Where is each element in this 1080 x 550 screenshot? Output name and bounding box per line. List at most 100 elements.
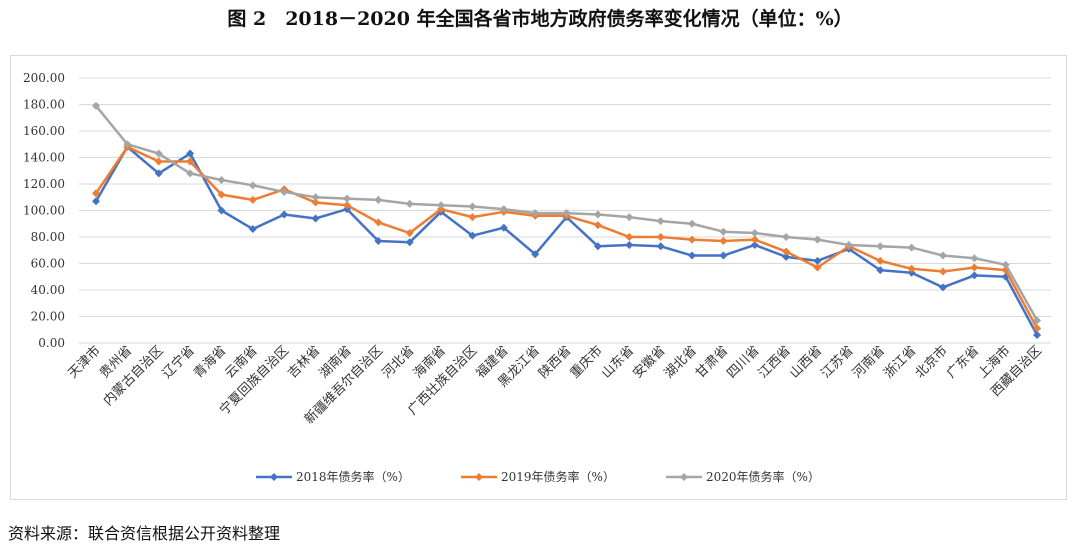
data-point [593, 210, 602, 219]
data-point [688, 235, 697, 244]
data-point [782, 247, 791, 256]
data-point [656, 242, 665, 251]
x-tick-label: 湖北省 [662, 343, 700, 381]
data-point [782, 252, 791, 261]
data-point [123, 140, 132, 149]
data-point [154, 157, 163, 166]
data-point [405, 229, 414, 238]
x-tick-label: 浙江省 [881, 343, 919, 381]
data-point [1033, 316, 1042, 325]
data-point [280, 187, 289, 196]
y-tick-label: 80.00 [31, 230, 65, 244]
legend-label: 2019年债务率（%） [501, 469, 615, 484]
data-point [844, 240, 853, 249]
data-point [656, 217, 665, 226]
y-tick-label: 120.00 [23, 177, 65, 191]
data-point [970, 271, 979, 280]
figure-title: 图 2 2018－2020 年全国各省市地方政府债务率变化情况（单位：%） [227, 8, 853, 30]
data-point [750, 235, 759, 244]
x-tick-label: 广东省 [944, 343, 982, 381]
data-point [813, 263, 822, 272]
data-point [186, 157, 195, 166]
data-point [719, 236, 728, 245]
data-point [656, 233, 665, 241]
data-point [782, 233, 791, 241]
data-point [280, 210, 289, 219]
legend-marker [270, 473, 278, 481]
x-tick-label: 北京市 [912, 343, 951, 382]
data-point [876, 256, 885, 265]
data-point [248, 195, 257, 204]
line-chart: 0.00 20.00 40.00 60.00 80.00 100.00 120.00 140.… [23, 71, 1051, 484]
x-tick-label: 天津市 [65, 343, 104, 382]
data-point [342, 201, 351, 210]
data-point [907, 243, 916, 252]
x-tick-label: 陕西省 [536, 343, 574, 381]
x-tick-label: 重庆市 [567, 343, 606, 382]
x-tick-label: 山东省 [599, 343, 637, 381]
data-point [625, 233, 634, 241]
series-line-2019年债务率（%） [94, 145, 1039, 330]
data-point [154, 149, 163, 158]
y-tick-label: 160.00 [23, 124, 65, 138]
data-point [938, 283, 947, 292]
data-point [625, 240, 634, 249]
y-tick-label: 200.00 [23, 71, 65, 85]
data-point [750, 240, 759, 249]
data-point [531, 250, 540, 259]
data-point [374, 195, 383, 204]
data-point [938, 251, 947, 260]
data-point [92, 101, 100, 110]
data-point [342, 194, 351, 203]
x-tick-label: 江西省 [756, 343, 794, 381]
data-point [217, 190, 226, 199]
data-point [562, 209, 571, 218]
chart-frame: 0.00 20.00 40.00 60.00 80.00 100.00 120.00 140.… [10, 55, 1067, 500]
data-point [813, 256, 822, 265]
data-point [217, 206, 226, 215]
x-tick-label: 安徽省 [630, 343, 668, 381]
x-tick-label: 河北省 [379, 343, 417, 381]
x-tick-label: 青海省 [191, 343, 229, 381]
data-point [813, 235, 822, 244]
data-point [938, 267, 947, 276]
y-tick-label: 140.00 [23, 151, 65, 165]
data-point [970, 254, 979, 263]
data-point [1001, 260, 1010, 269]
data-point [876, 266, 885, 275]
x-tick-label: 甘肃省 [693, 343, 731, 381]
data-point [688, 219, 697, 228]
data-point [593, 221, 602, 230]
legend-label: 2020年债务率（%） [706, 469, 820, 484]
data-point [531, 209, 540, 218]
data-point [92, 197, 100, 206]
y-tick-label: 40.00 [31, 283, 65, 297]
data-point [468, 231, 477, 240]
data-point [468, 202, 477, 211]
data-point [405, 199, 414, 208]
legend-label: 2018年债务率（%） [296, 469, 410, 484]
y-tick-label: 180.00 [23, 98, 65, 112]
data-point [374, 236, 383, 245]
y-tick-label: 0.00 [38, 336, 65, 350]
data-point [374, 218, 383, 227]
data-point [186, 169, 195, 178]
data-point [311, 193, 320, 202]
data-point [499, 223, 508, 232]
data-point [311, 198, 320, 207]
series-line-2018年债务率（%） [94, 145, 1039, 336]
data-point [719, 227, 728, 236]
data-point [688, 251, 697, 260]
y-tick-label: 20.00 [31, 310, 65, 324]
x-tick-label: 辽宁省 [159, 343, 198, 382]
x-tick-label: 江苏省 [818, 343, 857, 382]
data-point [248, 225, 257, 234]
data-point [154, 169, 163, 178]
data-point [719, 251, 728, 260]
data-point [405, 238, 414, 247]
data-point [625, 213, 634, 222]
data-point [593, 242, 602, 251]
y-tick-label: 60.00 [31, 257, 65, 271]
data-point [437, 201, 446, 210]
data-point [468, 213, 477, 222]
